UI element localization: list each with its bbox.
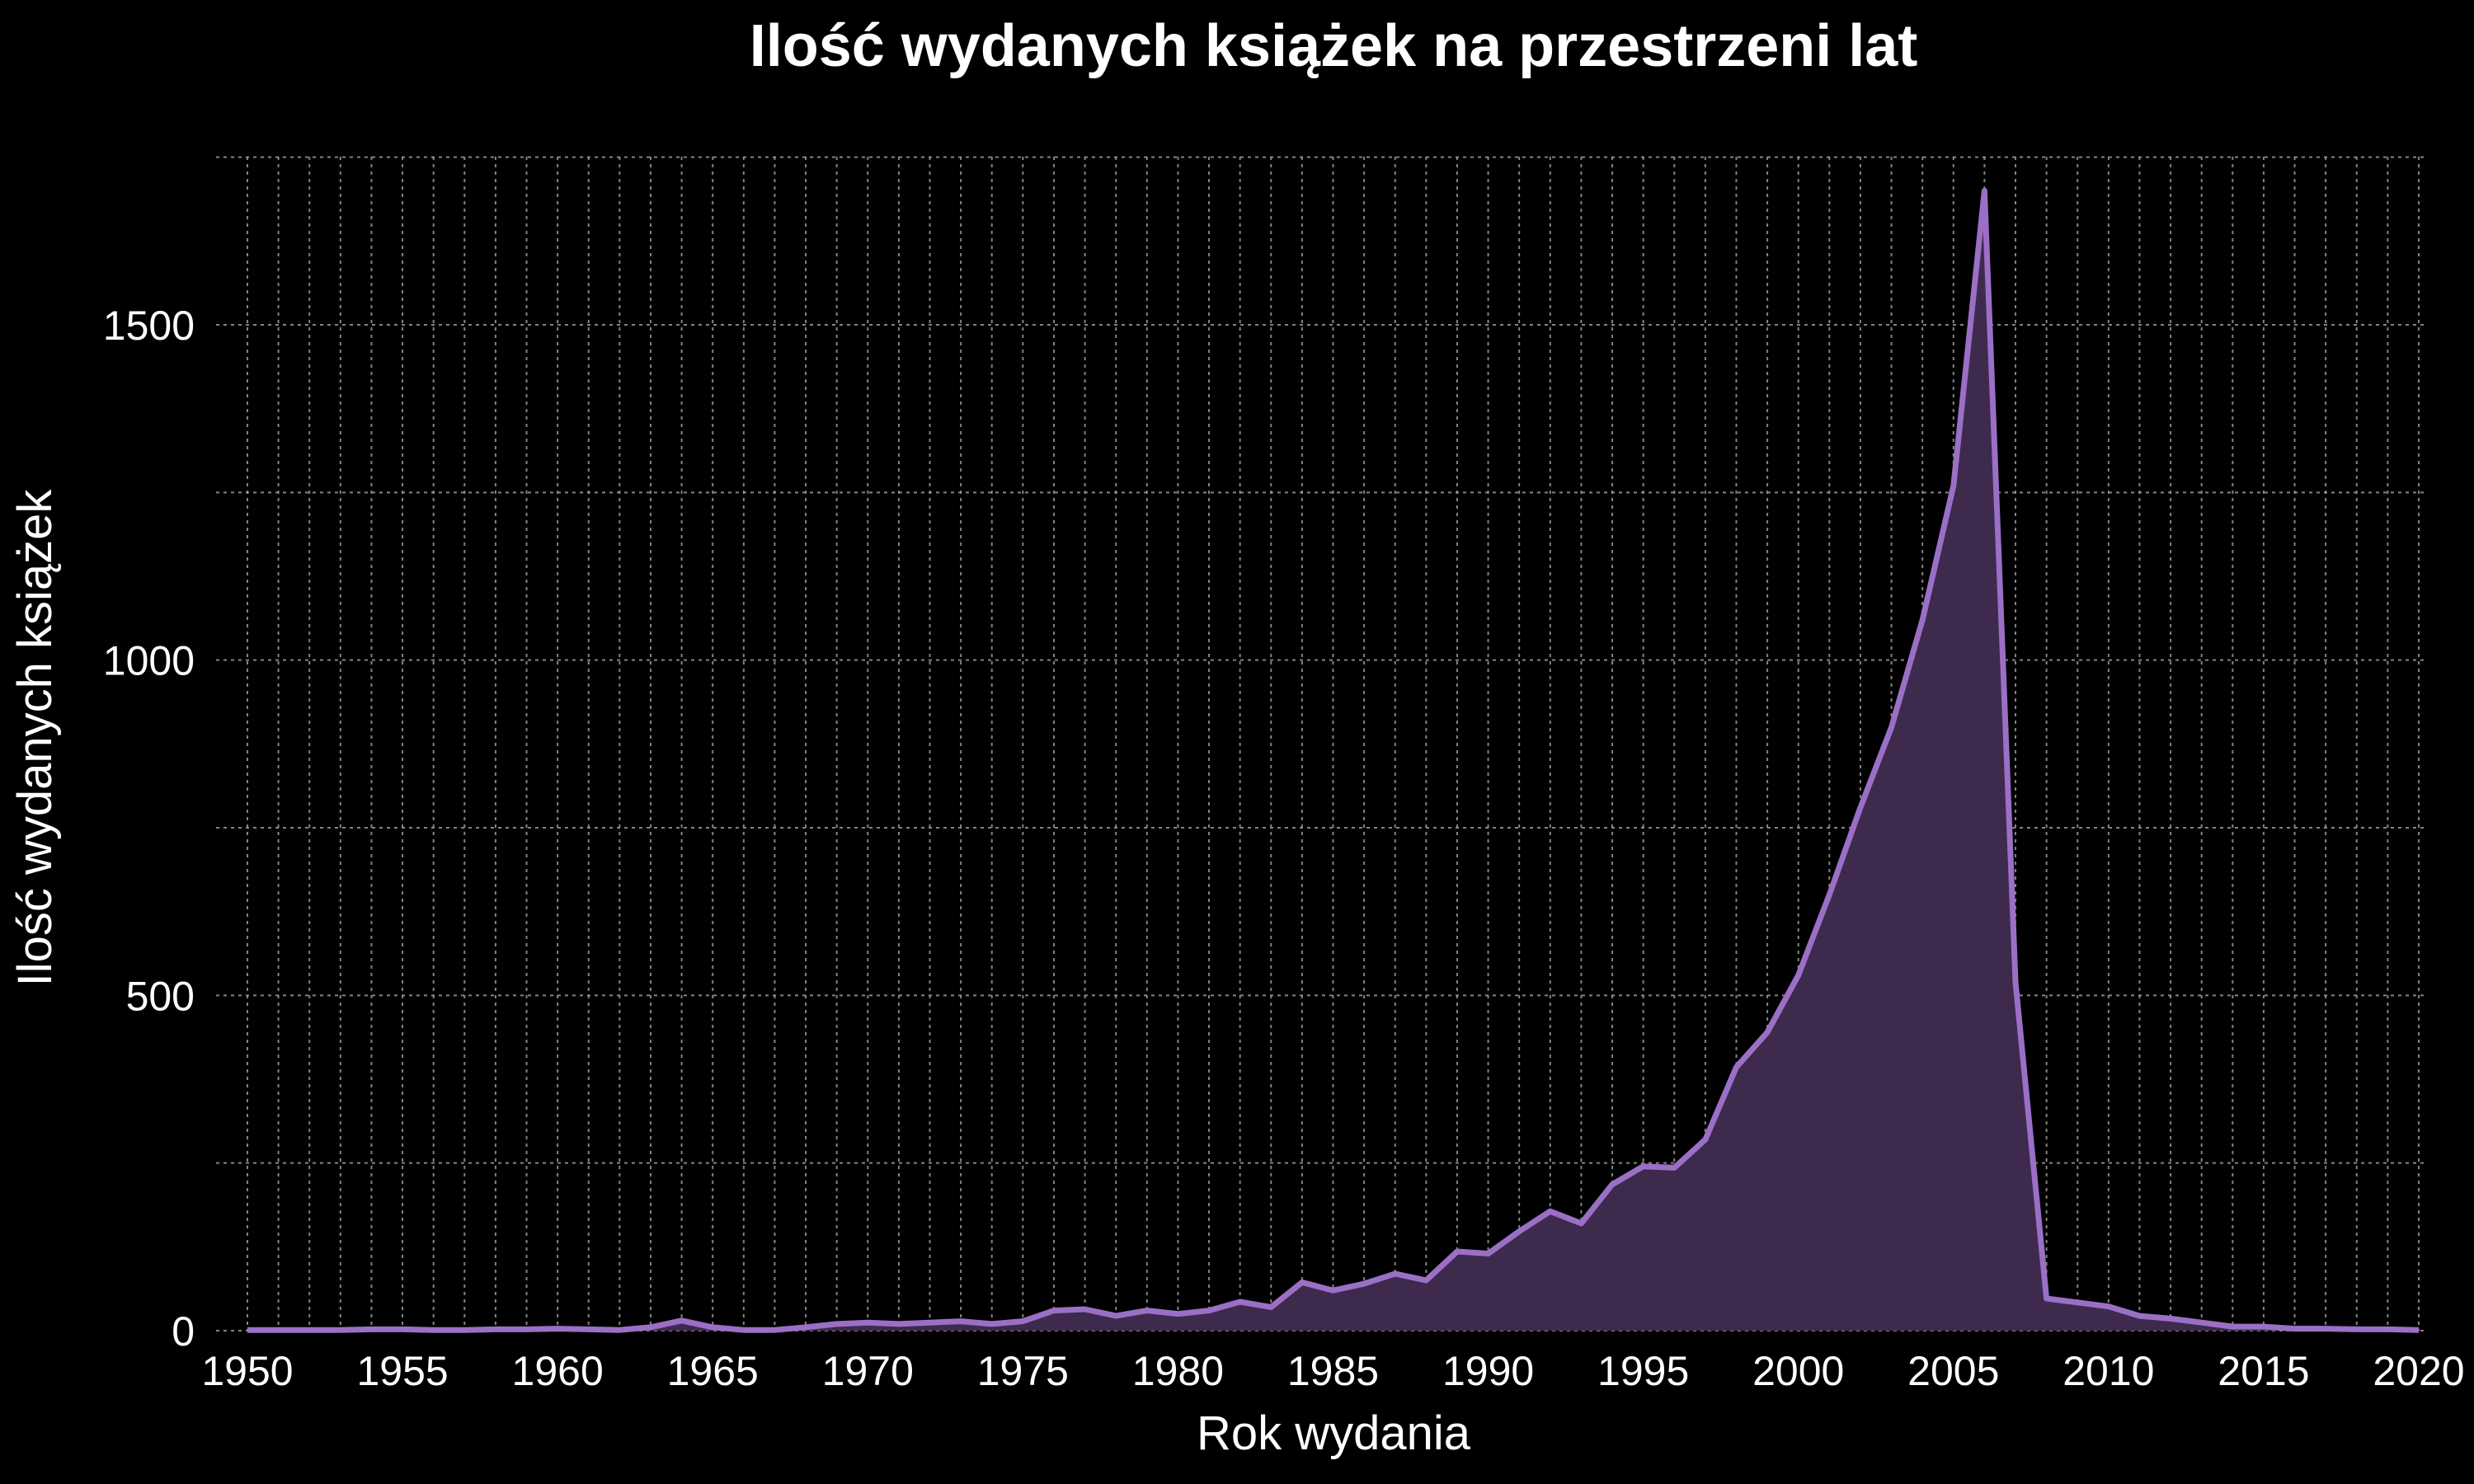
x-tick-label: 2020 bbox=[2373, 1348, 2464, 1394]
x-tick-label: 1970 bbox=[822, 1348, 914, 1394]
x-tick-label: 2010 bbox=[2062, 1348, 2154, 1394]
x-tick-label: 1960 bbox=[512, 1348, 604, 1394]
x-tick-label: 1995 bbox=[1597, 1348, 1689, 1394]
x-tick-label: 2015 bbox=[2218, 1348, 2309, 1394]
x-tick-label: 1985 bbox=[1287, 1348, 1379, 1394]
x-tick-label: 2005 bbox=[1907, 1348, 1999, 1394]
x-tick-label: 1965 bbox=[667, 1348, 759, 1394]
x-tick-label: 1975 bbox=[977, 1348, 1069, 1394]
chart-title: Ilość wydanych książek na przestrzeni la… bbox=[750, 13, 1918, 79]
x-tick-label: 1990 bbox=[1442, 1348, 1534, 1394]
y-tick-label: 0 bbox=[172, 1308, 195, 1355]
y-tick-label: 1500 bbox=[103, 303, 195, 349]
grid-lines bbox=[216, 156, 2425, 1331]
x-tick-label: 1980 bbox=[1132, 1348, 1224, 1394]
x-axis-label: Rok wydania bbox=[1197, 1407, 1471, 1460]
x-tick-label: 2000 bbox=[1752, 1348, 1844, 1394]
x-tick-labels: 1950 1955 1960 1965 1970 1975 1980 1985 1990 1995… bbox=[201, 1348, 2464, 1394]
series-line bbox=[247, 187, 2420, 1333]
y-tick-label: 500 bbox=[126, 973, 195, 1019]
area-fill bbox=[247, 190, 2419, 1331]
x-tick-label: 1955 bbox=[356, 1348, 448, 1394]
x-tick-label: 1950 bbox=[201, 1348, 293, 1394]
y-tick-labels: 0 500 1000 1500 bbox=[103, 303, 195, 1355]
y-axis-label: Ilość wydanych książek bbox=[8, 489, 62, 987]
y-tick-label: 1000 bbox=[103, 638, 195, 684]
